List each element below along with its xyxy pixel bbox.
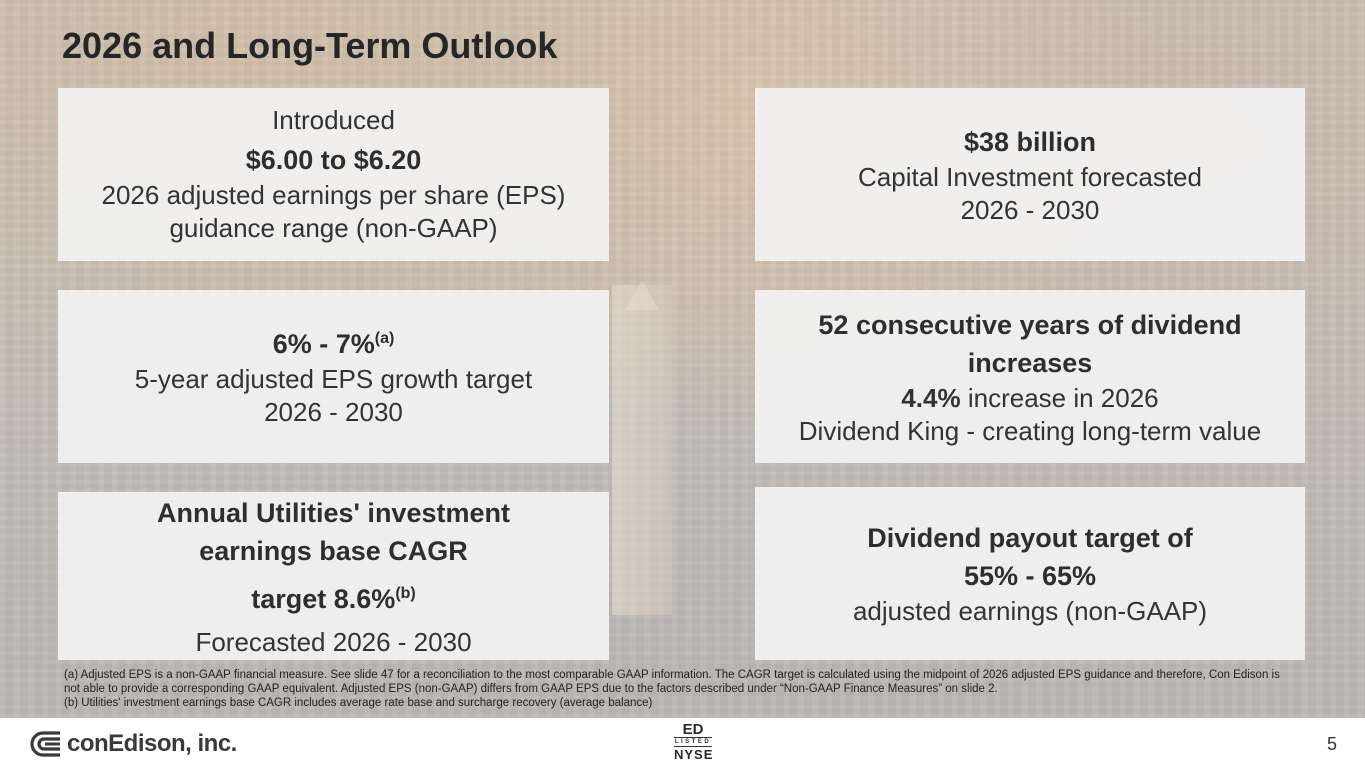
dividend-history-card: 52 consecutive years of dividend increas… (755, 290, 1305, 463)
footnote-ref-a: (a) (374, 329, 395, 347)
capital-line1: Capital Investment forecasted (858, 161, 1202, 192)
payout-headline2: 55% - 65% (963, 561, 1097, 591)
footnotes: (a) Adjusted EPS is a non-GAAP financial… (64, 668, 1294, 710)
footnote-ref-b: (b) (395, 584, 416, 602)
eps-growth-value-row: 6% - 7%(a) (273, 325, 395, 363)
cagr-forecast-line: Forecasted 2026 - 2030 (195, 626, 472, 657)
cagr-target-row: target 8.6%(b) (251, 580, 416, 618)
page-title: 2026 and Long-Term Outlook (62, 25, 558, 66)
dividend-payout-card: Dividend payout target of 55% - 65% adju… (755, 487, 1305, 660)
eps-growth-line1: 5-year adjusted EPS growth target (134, 363, 533, 394)
dividend-increase-pct: 4.4% (901, 382, 961, 413)
ticker: ED (682, 721, 704, 738)
exchange-label: NYSE (674, 747, 714, 762)
eps-guidance-line1: 2026 adjusted earnings per share (EPS) (101, 180, 566, 210)
dividend-increase-row: 4.4% increase in 2026 (901, 382, 1158, 415)
footer-bar (0, 718, 1365, 768)
dividend-headline1: 52 consecutive years of dividend (818, 309, 1242, 340)
footnote-b: (b) Utilities' investment earnings base … (64, 697, 653, 709)
payout-line1: adjusted earnings (non-GAAP) (852, 596, 1208, 626)
dividend-king-line: Dividend King - creating long-term value (798, 415, 1262, 446)
capital-line2: 2026 - 2030 (960, 194, 1100, 225)
eps-guidance-line2: guidance range (non-GAAP) (169, 213, 498, 243)
eps-intro: Introduced (272, 105, 395, 135)
eps-growth-card: 6% - 7%(a) 5-year adjusted EPS growth ta… (58, 290, 609, 463)
page-number: 5 (1326, 734, 1337, 754)
capital-value: $38 billion (963, 126, 1097, 157)
eps-guidance-value: $6.00 to $6.20 (245, 145, 422, 175)
payout-headline1: Dividend payout target of (867, 523, 1193, 553)
cagr-target: target 8.6% (251, 583, 396, 614)
company-name: conEdison, inc. (67, 730, 237, 757)
conedison-logo: conEdison, inc. (30, 729, 237, 759)
footnote-a: (a) Adjusted EPS is a non-GAAP financial… (64, 669, 1280, 695)
conedison-logo-icon (30, 731, 60, 757)
dividend-increase-text: increase in 2026 (960, 382, 1159, 413)
nyse-listed-icon: ED LISTED NYSE (674, 722, 712, 762)
cagr-headline1: Annual Utilities' investment (157, 497, 510, 528)
cagr-card: Annual Utilities' investment earnings ba… (58, 492, 609, 660)
cagr-headline2: earnings base CAGR (199, 535, 468, 566)
eps-growth-value: 6% - 7% (272, 328, 375, 359)
dividend-headline2: increases (967, 347, 1093, 378)
eps-guidance-card: Introduced $6.00 to $6.20 2026 adjusted … (58, 88, 609, 261)
listed-label: LISTED (674, 737, 712, 747)
eps-growth-line2: 2026 - 2030 (264, 396, 403, 427)
capital-investment-card: $38 billion Capital Investment forecaste… (755, 88, 1305, 261)
